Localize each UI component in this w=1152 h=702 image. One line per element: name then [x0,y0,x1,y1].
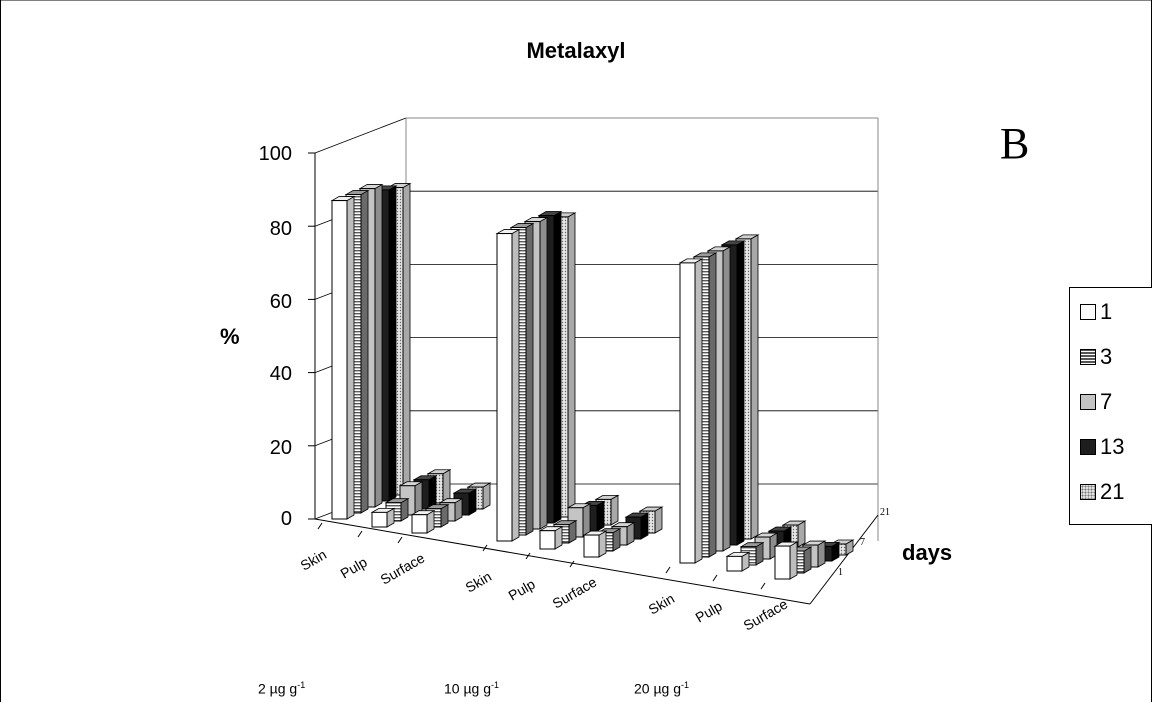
bar-side [525,222,534,536]
x-tick-label: Skin [298,546,330,573]
bar [411,514,428,534]
legend-item: 21 [1080,479,1124,504]
bar [371,511,388,528]
bar-side [817,540,826,568]
bar-side [750,234,759,540]
legend-swatch-21 [1080,484,1096,500]
bar [726,555,743,572]
x-tick-label: Surface [378,550,428,588]
x-tick-label: Pulp [693,598,725,626]
y-tick-label: 0 [280,508,292,530]
legend-swatch-13 [1080,439,1096,455]
bar-side [511,228,520,542]
x-tick-label: Pulp [506,576,538,604]
bar-side [388,185,397,502]
group-label-20: 20 µg g-1 [634,680,690,697]
depth-tick-label: 1 [838,567,843,578]
legend-item: 3 [1080,344,1112,369]
bar-side [374,183,383,508]
bar-side [414,481,423,516]
bar-side [708,252,717,558]
x-tick-label: Surface [550,574,600,612]
y-tick-label: 60 [269,291,292,313]
group-label-10: 10 µg g-1 [444,680,500,697]
bar-side [789,541,798,580]
bar-side [736,240,745,546]
x-tick-mark [665,566,671,574]
bar-side [797,520,806,548]
x-tick-label: Pulp [338,554,370,582]
x-tick-label: Skin [463,568,495,595]
y-tick-label: 40 [269,363,292,385]
bar-side [694,258,703,564]
legend: 1 3 7 13 21 [1069,287,1152,525]
legend-item: 13 [1080,434,1124,459]
x-tick-mark [712,574,718,582]
bar [539,530,556,550]
y-tick-label: 20 [269,437,292,459]
side-grid-line [314,117,407,154]
bar [679,262,696,564]
bar-side [567,212,576,518]
bar-side [428,475,437,510]
floor-front-edge [314,518,811,605]
bar [496,233,513,542]
bar [774,545,791,580]
z-axis-label: days [902,540,953,565]
bar-side [482,482,491,510]
y-tick-label: 80 [269,218,292,240]
bar [331,200,348,520]
bar-side [360,189,369,514]
y-tick-label: 100 [258,143,292,165]
bar-side [402,182,411,496]
bar-side [596,500,605,532]
legend-item: 7 [1080,389,1112,414]
bar-side [640,512,649,540]
bar-side [346,195,355,520]
bar-side [539,216,548,530]
bar-side [553,210,562,524]
legend-swatch-1 [1080,304,1096,320]
x-tick-mark [569,560,575,568]
bar-side [803,546,812,574]
x-tick-label: Surface [741,596,791,634]
panel-label: B [1000,119,1030,168]
depth-tick-label: 21 [880,507,890,518]
chart-title: Metalaxyl [526,38,626,63]
bar-side [598,530,607,558]
legend-swatch-3 [1080,349,1096,365]
floor-right-edge [809,514,879,605]
legend-swatch-7 [1080,394,1096,410]
x-tick-mark [357,530,363,538]
bar-side [442,469,451,504]
x-tick-mark [760,582,766,590]
bar-side [610,494,619,526]
bar-side [722,246,731,552]
x-tick-mark [482,544,488,552]
bar [583,534,600,558]
group-label-2: 2 µg g-1 [258,680,306,697]
legend-item: 1 [1080,299,1112,324]
bar-side [468,488,477,516]
x-tick-mark [317,522,323,530]
x-tick-mark [397,536,403,544]
x-tick-label: Skin [646,590,678,617]
x-tick-mark [525,552,531,560]
depth-tick-label: 7 [860,537,865,548]
y-axis-label: % [220,324,240,349]
bar-side [654,506,663,534]
